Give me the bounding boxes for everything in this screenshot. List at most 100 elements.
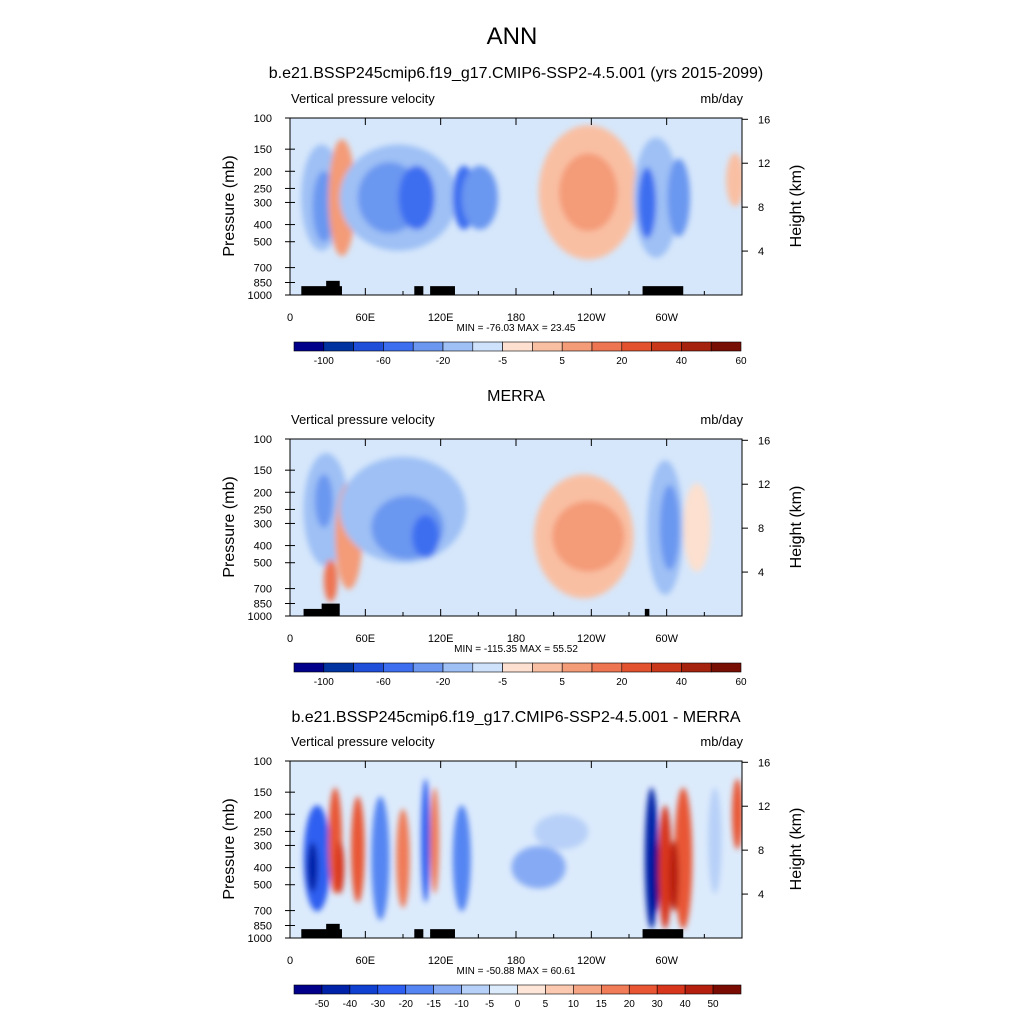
- right-tick-label: 16: [758, 435, 770, 447]
- colorbar-swatch: [651, 662, 682, 673]
- x-tick-label: 180: [507, 955, 525, 967]
- colorbar-swatch: [442, 341, 474, 352]
- contour-region: [683, 483, 711, 572]
- topography-mask: [326, 923, 340, 938]
- colorbar-label: -50: [315, 999, 330, 1010]
- colorbar-swatch: [628, 984, 658, 995]
- colorbar-swatch: [573, 984, 602, 995]
- variable-label: Vertical pressure velocity: [291, 734, 435, 749]
- x-tick-label: 60W: [655, 955, 678, 967]
- units-label: mb/day: [700, 734, 743, 749]
- right-tick-label: 16: [758, 757, 770, 769]
- colorbar-label: 20: [616, 356, 628, 367]
- contour-region: [452, 805, 471, 912]
- colorbar-label: -40: [343, 999, 358, 1010]
- x-tick-label: 0: [287, 633, 293, 645]
- y-tick-label: 300: [254, 518, 272, 530]
- colorbar-swatch: [517, 984, 546, 995]
- topography-mask: [303, 608, 331, 616]
- contour-region: [732, 778, 742, 850]
- y-tick-label: 850: [254, 278, 272, 290]
- topography-mask: [301, 929, 342, 938]
- topography-mask: [326, 280, 340, 295]
- topography-mask: [414, 929, 424, 938]
- topography-mask: [430, 929, 455, 938]
- right-tick-label: 12: [758, 479, 770, 491]
- y-tick-label: 400: [254, 863, 272, 875]
- x-tick-label: 60W: [655, 312, 678, 324]
- y-tick-label: 400: [254, 220, 272, 232]
- colorbar-swatch: [472, 341, 503, 352]
- y-tick-label: 100: [254, 756, 272, 768]
- colorbar-label: 20: [624, 999, 636, 1010]
- colorbar-label: 10: [568, 999, 580, 1010]
- colorbar-swatch: [684, 984, 714, 995]
- contour-region: [511, 845, 566, 889]
- panel-title: b.e21.BSSP245cmip6.f19_g17.CMIP6-SSP2-4.…: [291, 709, 740, 726]
- contour-region: [534, 814, 589, 850]
- colorbar-swatch: [323, 341, 354, 352]
- colorbar-label: -10: [454, 999, 469, 1010]
- y-tick-label: 250: [254, 504, 272, 516]
- units-label: mb/day: [700, 91, 743, 106]
- contour-region: [421, 778, 431, 903]
- y-tick-label: 100: [254, 434, 272, 446]
- colorbar-label: -20: [436, 677, 451, 688]
- right-tick-label: 16: [758, 114, 770, 126]
- colorbar-label: -5: [485, 999, 494, 1010]
- contour-region: [726, 153, 742, 207]
- contour-region: [412, 515, 440, 558]
- colorbar-swatch: [651, 341, 682, 352]
- y-tick-label: 700: [254, 584, 272, 596]
- colorbar-label: 15: [596, 999, 608, 1010]
- y-tick-label: 200: [254, 487, 272, 499]
- x-tick-label: 60W: [655, 633, 678, 645]
- colorbar-swatch: [591, 662, 623, 673]
- min-max-stats: MIN = -50.88 MAX = 60.61: [457, 966, 576, 977]
- y-tick-label: 150: [254, 144, 272, 156]
- contour-region: [552, 500, 625, 572]
- right-tick-label: 4: [758, 246, 764, 258]
- y-tick-label: 1000: [248, 290, 272, 302]
- y-axis-label: Pressure (mb): [221, 476, 238, 577]
- colorbar-label: 20: [616, 677, 628, 688]
- y-tick-label: 700: [254, 263, 272, 275]
- colorbar-label: 40: [676, 677, 688, 688]
- contour-region: [430, 787, 440, 894]
- y-tick-label: 700: [254, 906, 272, 918]
- colorbar-label: -20: [399, 999, 414, 1010]
- colorbar-swatch: [561, 341, 593, 352]
- colorbar-swatch: [383, 662, 414, 673]
- x-tick-label: 120E: [428, 633, 454, 645]
- colorbar-swatch: [472, 662, 503, 673]
- colorbar: -100 -60 -20 -5 5 20 40 60: [293, 341, 747, 367]
- colorbar-swatch: [412, 662, 444, 673]
- colorbar-label: -15: [426, 999, 441, 1010]
- x-tick-label: 120W: [577, 312, 606, 324]
- colorbar-label: -30: [371, 999, 386, 1010]
- min-max-stats: MIN = -115.35 MAX = 55.52: [454, 644, 578, 655]
- y-tick-label: 400: [254, 541, 272, 553]
- y-tick-label: 150: [254, 465, 272, 477]
- contour-region: [314, 474, 333, 528]
- x-tick-label: 60E: [356, 633, 376, 645]
- colorbar-label: 5: [559, 356, 565, 367]
- right-axis-label: Height (km): [788, 165, 805, 248]
- colorbar: -100 -60 -20 -5 5 20 40 60: [293, 662, 747, 688]
- colorbar-swatch: [461, 984, 490, 995]
- contour-region: [335, 840, 345, 894]
- contour-region: [659, 485, 680, 570]
- contour-region: [351, 796, 365, 903]
- colorbar-label: -100: [314, 677, 334, 688]
- y-tick-label: 1000: [248, 611, 272, 623]
- topography-mask: [644, 608, 650, 616]
- colorbar-swatch: [532, 662, 563, 673]
- contour-plot: [290, 118, 742, 295]
- colorbar-label: 60: [735, 356, 747, 367]
- right-tick-label: 4: [758, 567, 764, 579]
- colorbar-swatch: [710, 341, 742, 352]
- variable-label: Vertical pressure velocity: [291, 412, 435, 427]
